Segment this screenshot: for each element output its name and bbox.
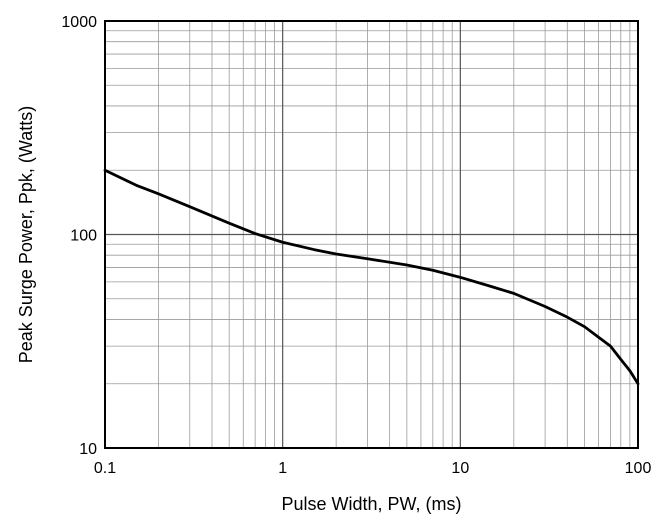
y-tick-label: 100 [70,228,97,245]
y-axis-label: Peak Surge Power, Ppk, (Watts) [16,106,36,363]
x-tick-label: 10 [451,460,469,477]
y-tick-labels: 10 100 1000 [61,14,97,458]
series-line-1 [103,168,640,386]
plot-frame [104,20,639,449]
x-tick-labels: 0.1 1 10 100 [94,460,652,477]
x-axis-label: Pulse Width, PW, (ms) [281,494,461,514]
x-tick-label: 1 [278,460,287,477]
y-tick-label: 1000 [61,14,97,31]
x-tick-label: 100 [625,460,652,477]
series-group [103,168,640,386]
x-tick-label: 0.1 [94,460,116,477]
y-tick-label: 10 [79,441,97,458]
